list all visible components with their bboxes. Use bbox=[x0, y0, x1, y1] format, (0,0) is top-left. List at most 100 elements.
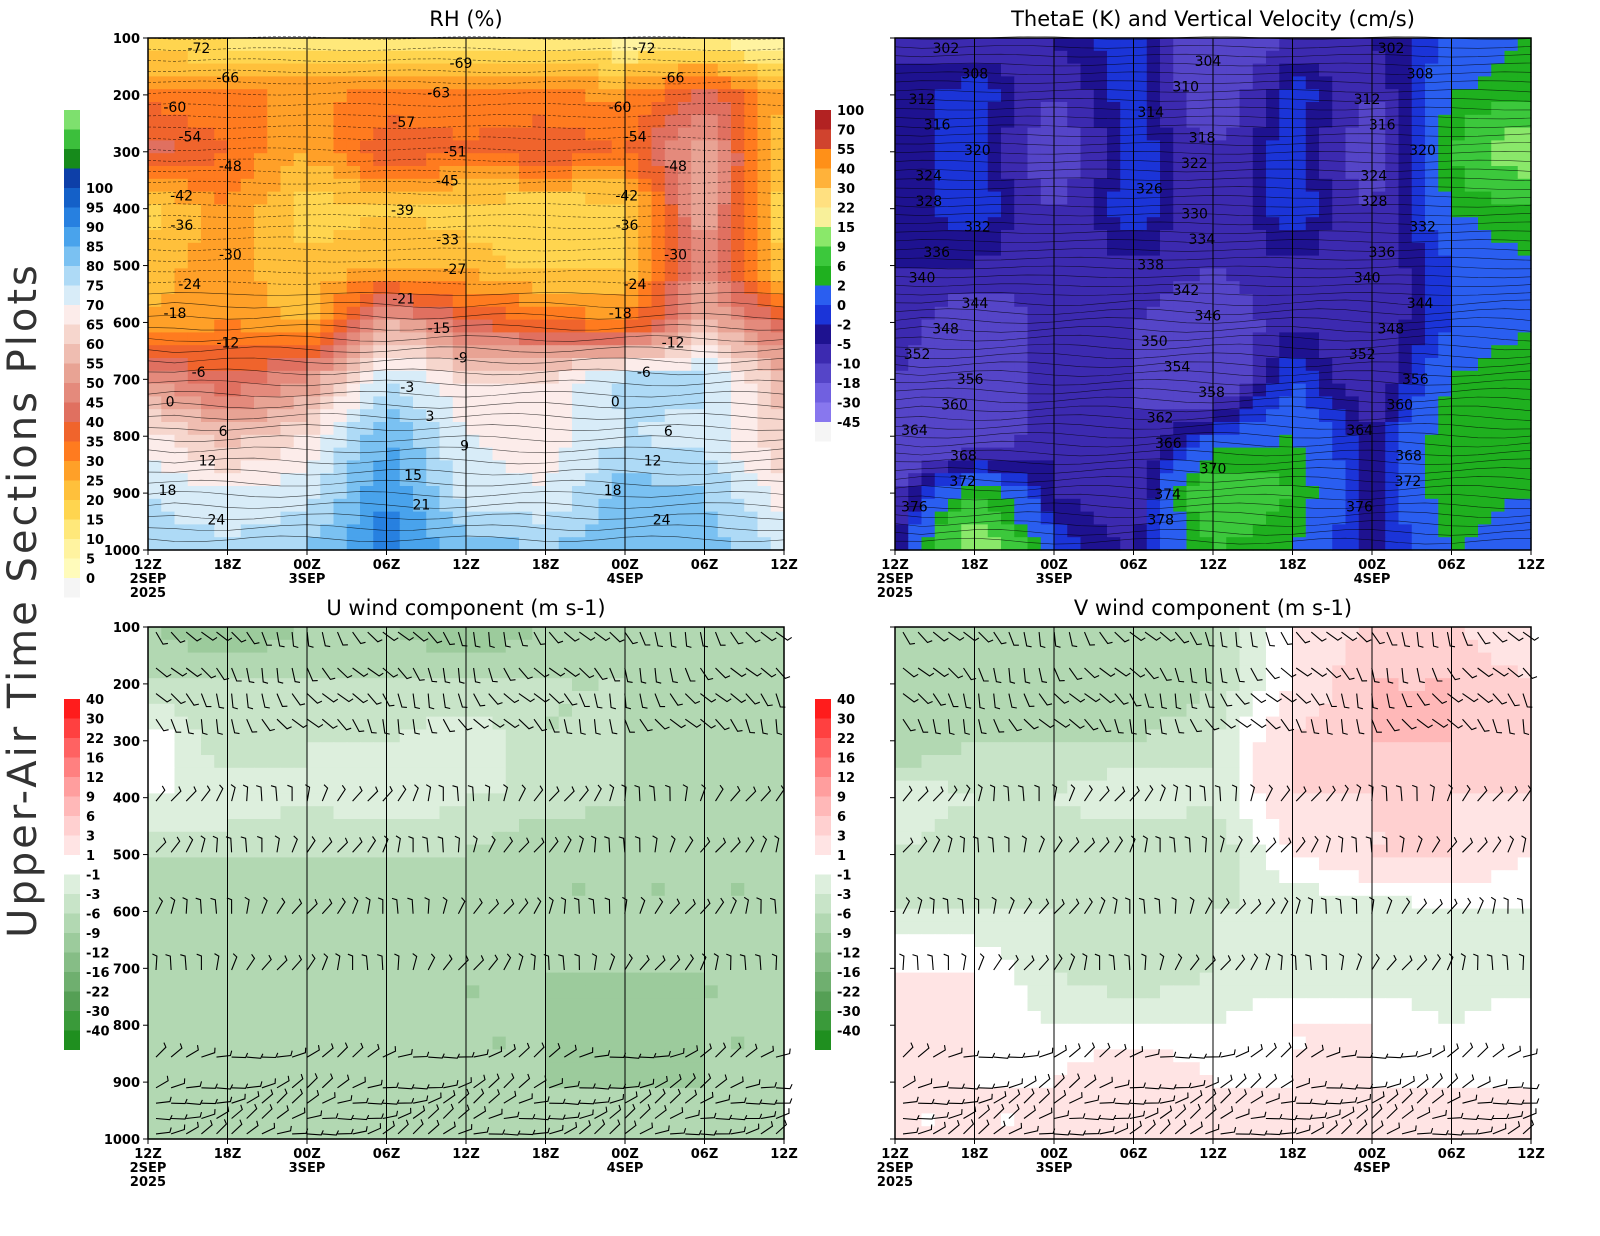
field-cell bbox=[399, 332, 414, 346]
field-cell bbox=[1067, 153, 1082, 167]
field-cell bbox=[678, 473, 692, 487]
field-cell bbox=[227, 127, 242, 141]
field-cell bbox=[505, 230, 520, 244]
field-cell bbox=[187, 422, 202, 436]
field-cell bbox=[1425, 319, 1439, 333]
field-cell bbox=[267, 396, 282, 410]
field-cell bbox=[961, 358, 976, 372]
field-cell bbox=[757, 294, 772, 308]
field-cell bbox=[638, 204, 653, 218]
field-cell bbox=[254, 498, 268, 513]
field-cell bbox=[1292, 460, 1307, 474]
field-cell bbox=[545, 537, 560, 551]
field-cell bbox=[731, 127, 745, 141]
field-cell bbox=[1067, 50, 1082, 65]
field-cell bbox=[174, 678, 189, 692]
field-cell bbox=[1226, 345, 1241, 359]
field-cell bbox=[466, 281, 480, 295]
colorbar-label: 30 bbox=[86, 455, 104, 470]
field-cell bbox=[1226, 230, 1241, 244]
field-cell bbox=[1464, 191, 1479, 205]
field-cell bbox=[1067, 38, 1082, 52]
field-cell bbox=[1014, 89, 1029, 103]
field-cell bbox=[744, 319, 759, 333]
field-cell bbox=[267, 370, 282, 385]
field-cell bbox=[333, 793, 348, 807]
colorbar-label: 50 bbox=[86, 377, 104, 392]
field-cell bbox=[426, 178, 441, 193]
field-cell bbox=[466, 127, 480, 141]
field-cell bbox=[1067, 332, 1082, 346]
field-cell bbox=[1305, 460, 1320, 474]
field-cell bbox=[1425, 153, 1439, 167]
field-cell bbox=[320, 460, 335, 474]
field-cell bbox=[227, 89, 242, 103]
field-cell bbox=[1266, 537, 1280, 551]
field-cell bbox=[187, 793, 202, 807]
field-cell bbox=[585, 63, 600, 77]
field-cell bbox=[1451, 473, 1466, 487]
field-cell bbox=[519, 294, 533, 308]
field-cell bbox=[744, 370, 759, 385]
field-cell bbox=[717, 114, 732, 129]
field-cell bbox=[240, 306, 255, 321]
field-cell bbox=[1491, 114, 1506, 129]
field-cell bbox=[1398, 166, 1413, 180]
field-cell bbox=[293, 255, 308, 269]
field-cell bbox=[1054, 38, 1068, 52]
field-cell bbox=[1014, 332, 1029, 346]
field-cell bbox=[307, 703, 321, 718]
field-cell bbox=[664, 806, 679, 820]
field-cell bbox=[1120, 89, 1135, 103]
field-cell bbox=[240, 268, 255, 282]
field-cell bbox=[1451, 447, 1466, 461]
field-cell bbox=[704, 306, 719, 321]
field-cell bbox=[1398, 370, 1413, 385]
field-cell bbox=[333, 114, 348, 129]
field-cell bbox=[439, 742, 454, 756]
field-cell bbox=[598, 242, 613, 257]
field-cell bbox=[757, 767, 772, 782]
field-cell bbox=[704, 729, 719, 743]
field-cell bbox=[1438, 319, 1453, 333]
field-cell bbox=[1213, 255, 1227, 269]
field-cell bbox=[240, 370, 255, 385]
field-cell bbox=[1266, 50, 1280, 65]
field-cell bbox=[426, 204, 441, 218]
colorbar: 0510152025303540455055606570758085909510… bbox=[64, 110, 113, 598]
contour-label: 324 bbox=[915, 169, 942, 185]
field-cell bbox=[386, 178, 401, 193]
field-cell bbox=[426, 76, 441, 90]
field-cell bbox=[519, 806, 533, 820]
field-cell bbox=[254, 127, 268, 141]
field-cell bbox=[386, 755, 401, 769]
field-cell bbox=[293, 383, 308, 397]
field-cell bbox=[1040, 383, 1055, 397]
field-cell bbox=[466, 166, 480, 180]
field-cell bbox=[333, 358, 348, 372]
field-cell bbox=[987, 486, 1002, 500]
field-cell bbox=[267, 230, 282, 244]
field-cell bbox=[399, 524, 414, 538]
field-cell bbox=[598, 50, 613, 65]
field-cell bbox=[717, 627, 732, 641]
field-cell bbox=[1133, 306, 1148, 321]
field-cell bbox=[572, 447, 586, 461]
field-cell bbox=[1001, 294, 1015, 308]
field-cell bbox=[187, 767, 202, 782]
field-cell bbox=[961, 204, 976, 218]
field-cell bbox=[148, 230, 162, 244]
field-cell bbox=[466, 268, 480, 282]
field-cell bbox=[505, 652, 520, 666]
field-cell bbox=[399, 178, 414, 193]
field-cell bbox=[1504, 319, 1519, 333]
field-cell bbox=[1054, 319, 1068, 333]
field-cell bbox=[413, 716, 427, 730]
field-cell bbox=[545, 383, 560, 397]
field-cell bbox=[1080, 422, 1095, 436]
field-cell bbox=[717, 409, 732, 423]
field-cell bbox=[545, 217, 560, 231]
field-cell bbox=[1213, 332, 1227, 346]
field-cell bbox=[187, 217, 202, 231]
field-cell bbox=[346, 306, 361, 321]
